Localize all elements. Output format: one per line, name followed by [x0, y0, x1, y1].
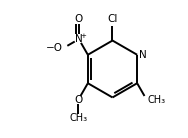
Text: −O: −O [46, 43, 63, 53]
Text: +: + [80, 33, 86, 39]
Text: CH₃: CH₃ [69, 113, 87, 123]
Text: Cl: Cl [107, 14, 118, 24]
Text: N: N [75, 34, 83, 44]
Text: N: N [139, 50, 147, 60]
Text: CH₃: CH₃ [148, 95, 166, 105]
Text: O: O [75, 14, 83, 24]
Text: O: O [74, 95, 83, 105]
